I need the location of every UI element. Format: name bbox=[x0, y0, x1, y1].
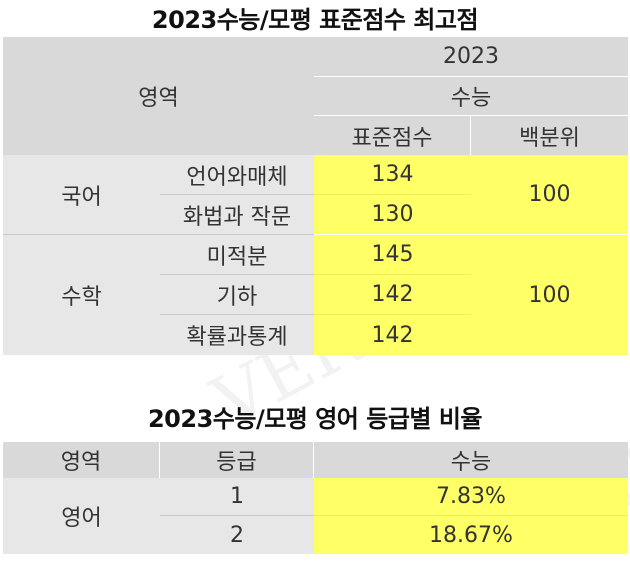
english-row-2-grade: 2 bbox=[160, 516, 314, 554]
english-row-2-ratio: 18.67% bbox=[314, 516, 628, 554]
math-row-2-label: 기하 bbox=[160, 275, 314, 315]
korean-row-1-score: 134 bbox=[314, 155, 471, 195]
math-row-2-score: 142 bbox=[314, 275, 471, 315]
korean-percentile: 100 bbox=[471, 155, 628, 235]
english-row-1-ratio: 7.83% bbox=[314, 478, 628, 516]
table2-header-area: 영역 bbox=[3, 442, 160, 478]
header-percentile: 백분위 bbox=[471, 116, 628, 155]
table2-header-grade: 등급 bbox=[160, 442, 314, 478]
korean-row-2-score: 130 bbox=[314, 195, 471, 235]
math-row-1-score: 145 bbox=[314, 235, 471, 275]
header-std-score: 표준점수 bbox=[314, 116, 471, 155]
korean-row-2-label: 화법과 작문 bbox=[160, 195, 314, 235]
table1-title: 2023수능/모평 표준점수 최고점 bbox=[151, 6, 479, 34]
math-area: 수학 bbox=[3, 235, 160, 355]
korean-area: 국어 bbox=[3, 155, 160, 235]
header-area: 영역 bbox=[3, 37, 314, 155]
korean-row-1-label: 언어와매체 bbox=[160, 155, 314, 195]
math-percentile: 100 bbox=[471, 235, 628, 355]
math-row-3-score: 142 bbox=[314, 315, 471, 355]
english-area: 영어 bbox=[3, 478, 160, 554]
math-row-1-label: 미적분 bbox=[160, 235, 314, 275]
header-year: 2023 bbox=[314, 37, 628, 77]
table2-header-exam: 수능 bbox=[314, 442, 628, 478]
english-row-1-grade: 1 bbox=[160, 478, 314, 516]
math-row-3-label: 확률과통계 bbox=[160, 315, 314, 355]
header-exam: 수능 bbox=[314, 77, 628, 116]
table2-title: 2023수능/모평 영어 등급별 비율 bbox=[147, 405, 483, 433]
